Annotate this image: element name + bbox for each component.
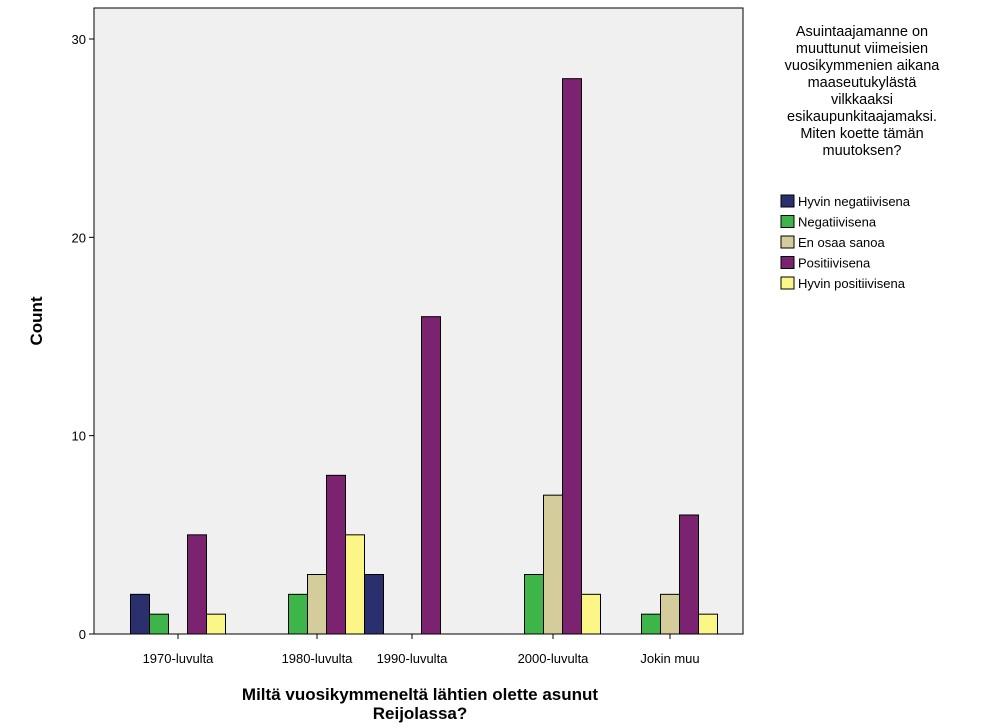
x-tick-label: Jokin muu xyxy=(640,651,699,666)
bar xyxy=(581,593,601,635)
bar xyxy=(345,534,365,635)
y-tick-label: 10 xyxy=(72,429,86,444)
legend-swatch xyxy=(780,256,795,269)
legend-title: Asuintaajamanne on muuttunut viimeisien vu… xyxy=(785,24,941,159)
legend-swatch xyxy=(780,276,795,290)
legend-entry-label: Negatiivisena xyxy=(798,215,877,230)
legend-entry-label: Hyvin negatiivisena xyxy=(798,194,911,209)
legend-swatch xyxy=(780,194,795,208)
legend-swatch xyxy=(780,215,795,228)
bar xyxy=(326,474,346,635)
legend-title-line: Asuintaajamanne on xyxy=(796,24,928,40)
x-axis-title-line: Reijolassa? xyxy=(373,704,468,723)
legend-title-line: muuttunut viimeisien xyxy=(796,41,928,57)
x-axis-title-line: Miltä vuosikymmeneltä lähtien olette asu… xyxy=(242,685,598,704)
bar xyxy=(364,574,384,635)
legend-title-line: muutoksen? xyxy=(823,143,902,159)
x-tick-label: 1980-luvulta xyxy=(282,651,354,666)
bar xyxy=(524,574,544,635)
legend-entry-label: Positiivisena xyxy=(798,256,871,271)
legend-title-line: vilkkaaksi xyxy=(831,92,893,108)
y-axis: 0 10 20 30 xyxy=(72,32,94,642)
legend-title-line: vuosikymmenien aikana xyxy=(785,58,941,74)
bar xyxy=(187,534,207,635)
legend-entry-label: Hyvin positiivisena xyxy=(798,276,906,291)
bar xyxy=(698,613,718,635)
legend-title-line: esikaupunkitaajamaksi. xyxy=(787,109,937,125)
bar xyxy=(660,593,680,635)
legend-title-line: maaseutukylästä xyxy=(808,75,918,91)
bars xyxy=(130,78,718,635)
x-axis: 1970-luvulta 1980-luvulta 1990-luvulta 2000… xyxy=(143,634,700,666)
x-tick-label: 2000-luvulta xyxy=(518,651,590,666)
bar xyxy=(679,514,699,635)
bar xyxy=(641,613,661,635)
bar xyxy=(543,494,563,635)
legend-title-line: Miten koette tämän xyxy=(800,126,923,142)
bar xyxy=(421,316,441,635)
x-tick-label: 1970-luvulta xyxy=(143,651,215,666)
plot-area xyxy=(93,7,744,635)
bar xyxy=(307,574,327,635)
bar xyxy=(288,593,308,635)
x-axis-title: Miltä vuosikymmeneltä lähtien olette asu… xyxy=(242,685,598,723)
legend-entry-label: En osaa sanoa xyxy=(798,235,886,250)
bar xyxy=(562,78,582,635)
y-axis-title: Count xyxy=(27,296,46,345)
legend-swatch xyxy=(780,235,795,249)
y-tick-label: 20 xyxy=(72,230,86,245)
bar xyxy=(206,613,226,635)
legend: Asuintaajamanne on muuttunut viimeisien vu… xyxy=(780,24,941,291)
x-tick-label: 1990-luvulta xyxy=(377,651,449,666)
bar xyxy=(130,593,150,635)
y-tick-label: 0 xyxy=(79,627,86,642)
y-tick-label: 30 xyxy=(72,32,86,47)
bar xyxy=(149,613,169,635)
